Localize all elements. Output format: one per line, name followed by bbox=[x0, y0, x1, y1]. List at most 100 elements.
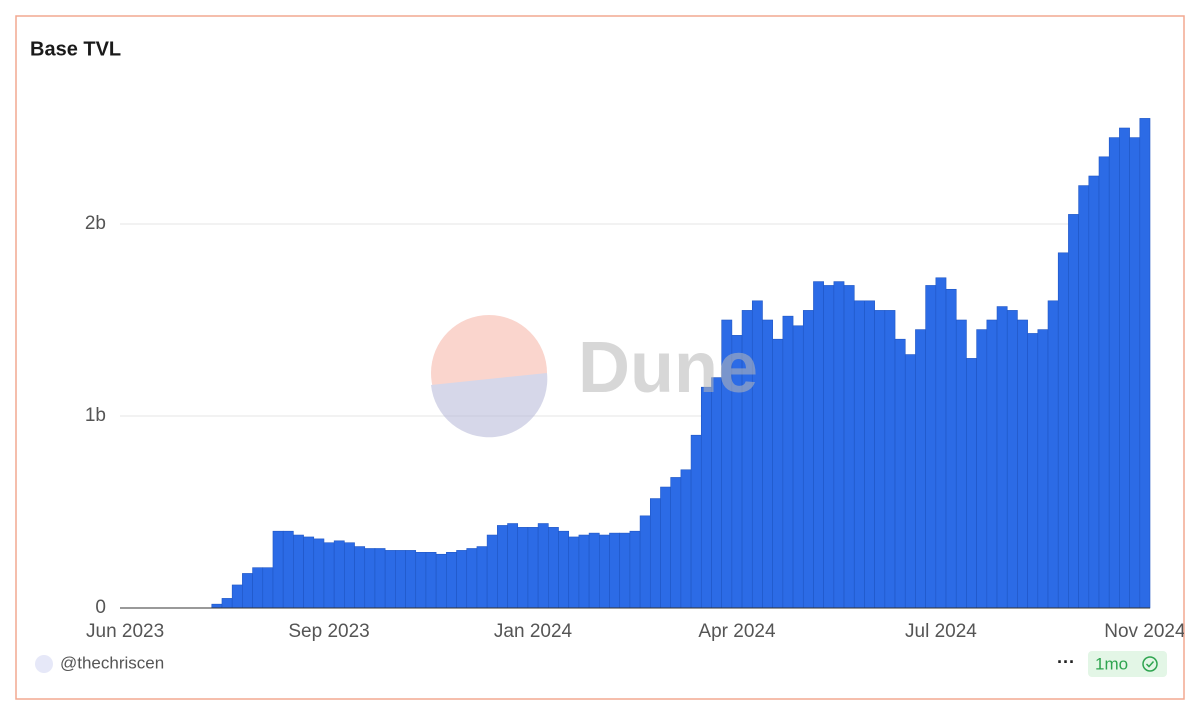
bar bbox=[864, 300, 875, 609]
bar bbox=[425, 552, 437, 609]
x-tick-label: Jul 2024 bbox=[905, 621, 977, 642]
bar bbox=[364, 548, 376, 609]
bar bbox=[986, 319, 998, 609]
author[interactable]: @thechriscen bbox=[60, 653, 164, 672]
verified-icon bbox=[1142, 656, 1158, 672]
bar bbox=[537, 523, 549, 609]
bar bbox=[415, 552, 427, 609]
bar bbox=[1098, 156, 1110, 609]
x-tick-label: Nov 2024 bbox=[1104, 621, 1186, 642]
bar bbox=[446, 552, 457, 609]
bar bbox=[711, 377, 722, 609]
bar bbox=[1037, 329, 1049, 609]
bar bbox=[599, 534, 610, 609]
bar bbox=[405, 550, 417, 609]
bar bbox=[976, 329, 988, 609]
menu[interactable]: ··· bbox=[1057, 652, 1075, 672]
watermark-text: Dune bbox=[578, 328, 758, 408]
bar bbox=[384, 550, 396, 609]
bar bbox=[802, 310, 814, 609]
avatar bbox=[35, 655, 53, 673]
bar bbox=[874, 310, 886, 609]
bar bbox=[313, 538, 325, 609]
bar bbox=[772, 338, 784, 609]
age: 1mo bbox=[1095, 654, 1128, 673]
bar bbox=[527, 527, 539, 609]
bar bbox=[609, 532, 621, 609]
verified-check bbox=[1145, 660, 1155, 668]
chart-title: Base TVL bbox=[30, 38, 121, 60]
bar bbox=[211, 603, 223, 609]
bar bbox=[649, 498, 661, 609]
bar bbox=[1078, 185, 1090, 609]
bar bbox=[466, 548, 478, 609]
bar bbox=[680, 469, 692, 609]
bar bbox=[568, 536, 580, 609]
x-tick-label: Jan 2024 bbox=[494, 621, 573, 642]
bar bbox=[853, 300, 865, 609]
bar bbox=[497, 525, 508, 609]
y-tick-label: 2b bbox=[85, 213, 106, 234]
bar bbox=[262, 567, 274, 609]
bar bbox=[823, 285, 835, 609]
bar bbox=[700, 386, 712, 609]
bar bbox=[486, 534, 498, 609]
bar bbox=[619, 532, 631, 609]
bar bbox=[884, 310, 896, 609]
bar bbox=[996, 306, 1008, 609]
bar bbox=[904, 354, 916, 609]
bar bbox=[456, 550, 468, 609]
bar bbox=[344, 542, 355, 609]
bar bbox=[843, 285, 855, 609]
bar bbox=[252, 567, 264, 609]
bar bbox=[1088, 175, 1100, 609]
x-tick-label: Apr 2024 bbox=[698, 621, 776, 642]
bar bbox=[374, 548, 386, 609]
bar bbox=[629, 530, 641, 609]
bar bbox=[813, 281, 824, 609]
bar bbox=[354, 546, 366, 609]
bar bbox=[955, 319, 967, 609]
bar bbox=[966, 358, 977, 609]
x-tick-label: Sep 2023 bbox=[288, 621, 369, 642]
y-tick-label: 1b bbox=[85, 405, 106, 426]
bar bbox=[935, 277, 947, 609]
bar bbox=[242, 573, 253, 609]
bar bbox=[690, 434, 702, 609]
bar bbox=[660, 486, 671, 609]
bar bbox=[1108, 137, 1120, 609]
bar bbox=[762, 319, 773, 609]
bar bbox=[1017, 319, 1028, 609]
bar bbox=[925, 285, 937, 609]
x-tick-label: Jun 2023 bbox=[86, 621, 164, 642]
bar bbox=[323, 542, 335, 609]
bar bbox=[945, 288, 957, 609]
bar bbox=[395, 550, 406, 609]
bar bbox=[231, 584, 243, 609]
bar bbox=[670, 477, 682, 609]
bar bbox=[476, 546, 488, 609]
bar bbox=[507, 523, 519, 609]
watermark-logo-part bbox=[431, 373, 548, 438]
bar bbox=[1027, 333, 1039, 609]
bar bbox=[792, 325, 804, 609]
bar bbox=[578, 534, 590, 609]
y-tick-label: 0 bbox=[95, 597, 106, 618]
bar bbox=[588, 532, 600, 609]
bar bbox=[435, 553, 447, 609]
bar bbox=[221, 598, 233, 609]
bar bbox=[272, 530, 284, 609]
bar bbox=[548, 527, 559, 609]
bar bbox=[782, 315, 794, 609]
bar bbox=[1068, 214, 1079, 609]
bar bbox=[1139, 118, 1151, 609]
bar bbox=[915, 329, 926, 609]
bar bbox=[1119, 127, 1130, 609]
bar bbox=[894, 338, 906, 609]
bar bbox=[333, 540, 345, 609]
bar bbox=[1006, 310, 1018, 609]
bar bbox=[1057, 252, 1069, 609]
bar bbox=[293, 534, 304, 609]
